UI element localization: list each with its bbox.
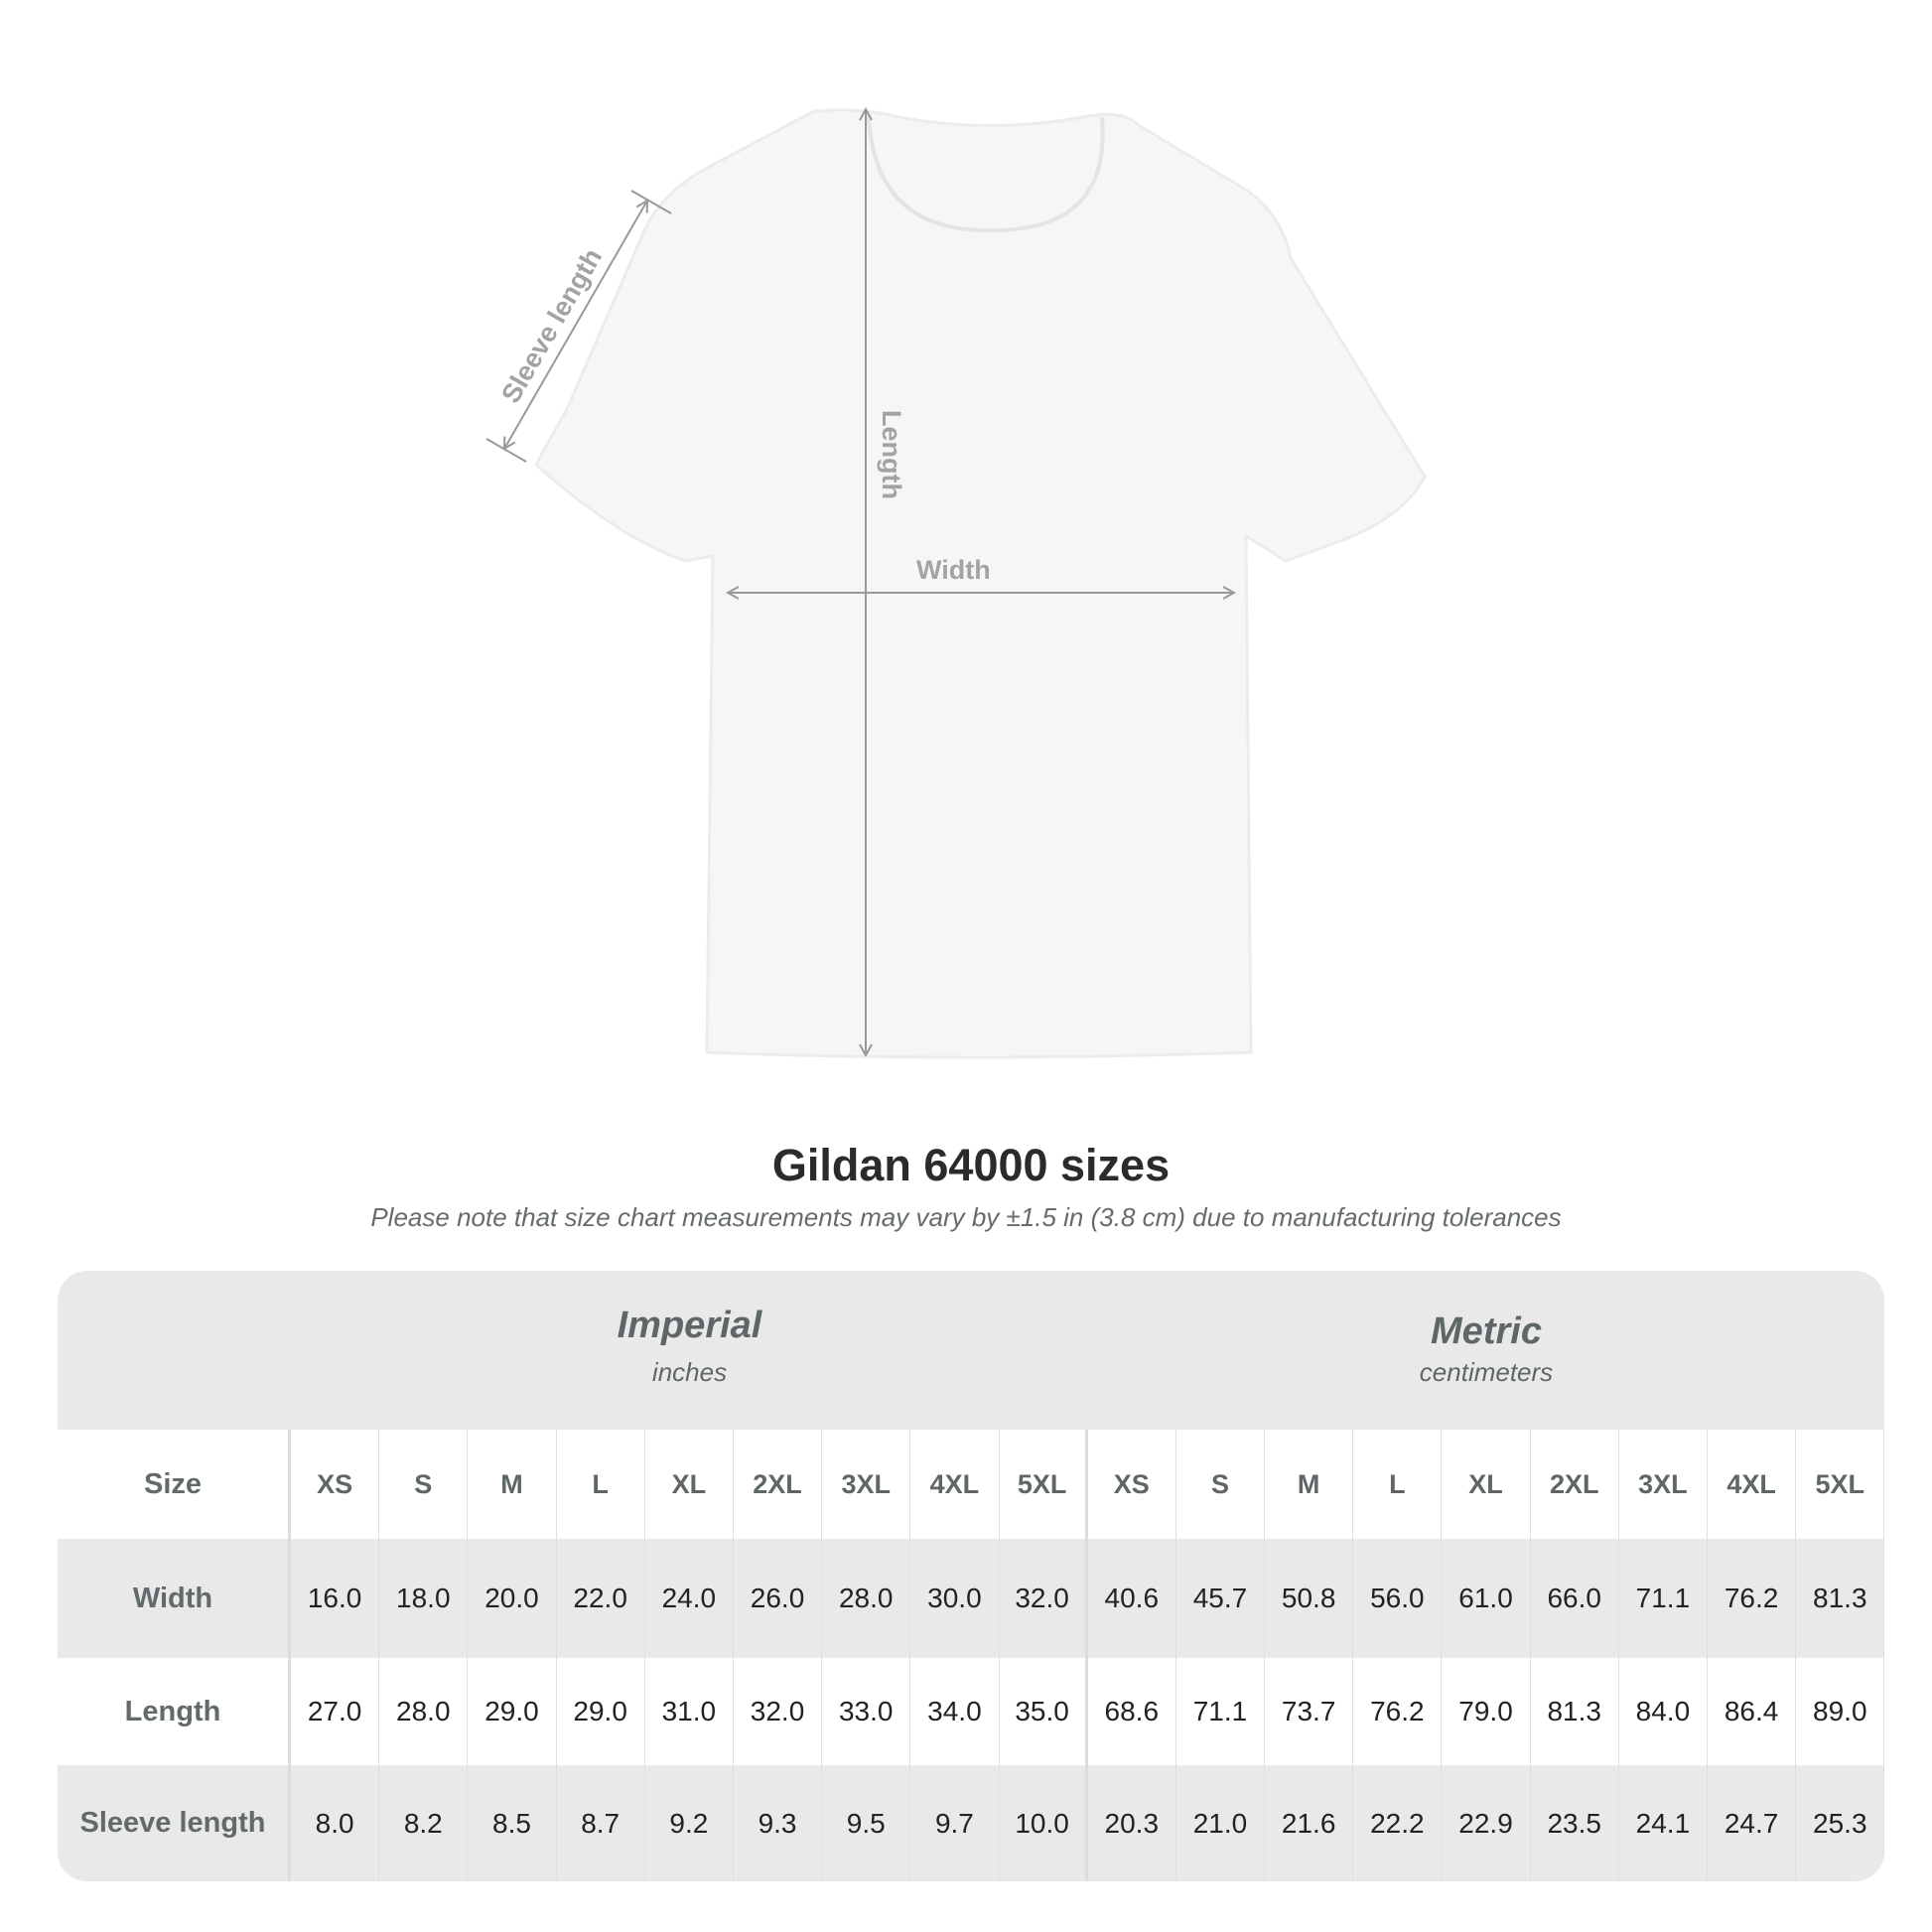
value-cell: 8.5 <box>468 1765 557 1881</box>
row-label: Size <box>58 1430 291 1539</box>
value-cell: 28.0 <box>379 1658 469 1765</box>
value-cell: 40.6 <box>1088 1539 1176 1658</box>
value-cell: 9.5 <box>822 1765 911 1881</box>
value-cell: 56.0 <box>1353 1539 1443 1658</box>
value-cell: 22.0 <box>557 1539 645 1658</box>
value-cell: 21.6 <box>1265 1765 1354 1881</box>
value-cell: 29.0 <box>557 1658 645 1765</box>
value-cell: 32.0 <box>1000 1539 1088 1658</box>
value-cell: 28.0 <box>822 1539 911 1658</box>
metric-header: Metric centimeters <box>1088 1271 1884 1430</box>
row-label: Length <box>58 1658 291 1765</box>
value-cell: 18.0 <box>379 1539 469 1658</box>
value-cell: 27.0 <box>291 1658 380 1765</box>
value-cell: 10.0 <box>1000 1765 1088 1881</box>
size-header-row: Size XS S M L XL 2XL 3XL 4XL 5XL XS S M L XL 2XL 3XL 4XL 5… <box>58 1430 1884 1539</box>
value-cell: 9.7 <box>910 1765 1000 1881</box>
size-header-cell: M <box>1265 1430 1354 1539</box>
value-cell: 73.7 <box>1265 1658 1354 1765</box>
length-label: Length <box>877 410 906 499</box>
value-cell: 35.0 <box>1000 1658 1088 1765</box>
value-cell: 89.0 <box>1796 1658 1884 1765</box>
value-cell: 8.7 <box>557 1765 645 1881</box>
value-cell: 9.2 <box>645 1765 734 1881</box>
value-cell: 66.0 <box>1531 1539 1619 1658</box>
value-cell: 8.2 <box>379 1765 469 1881</box>
value-cell: 20.0 <box>468 1539 557 1658</box>
system-header-band <box>58 1271 1884 1430</box>
value-cell: 23.5 <box>1531 1765 1619 1881</box>
value-cell: 24.1 <box>1619 1765 1708 1881</box>
imperial-header: Imperial inches <box>291 1271 1088 1430</box>
size-header-cell: XL <box>1442 1430 1531 1539</box>
value-cell: 16.0 <box>291 1539 380 1658</box>
value-cell: 68.6 <box>1088 1658 1176 1765</box>
value-cell: 20.3 <box>1088 1765 1176 1881</box>
value-cell: 33.0 <box>822 1658 911 1765</box>
value-cell: 32.0 <box>734 1658 823 1765</box>
size-header-cell: S <box>379 1430 469 1539</box>
size-header-cell: 2XL <box>1531 1430 1619 1539</box>
value-cell: 26.0 <box>734 1539 823 1658</box>
size-table: Imperial inches Metric centimeters Size X… <box>58 1271 1884 1881</box>
size-header-cell: S <box>1176 1430 1266 1539</box>
size-header-cell: L <box>557 1430 645 1539</box>
value-cell: 50.8 <box>1265 1539 1354 1658</box>
value-cell: 81.3 <box>1531 1658 1619 1765</box>
size-header-cell: L <box>1353 1430 1443 1539</box>
size-header-cell: 4XL <box>1708 1430 1797 1539</box>
value-cell: 24.7 <box>1708 1765 1797 1881</box>
size-header-cell: M <box>468 1430 557 1539</box>
size-header-cell: XS <box>1088 1430 1176 1539</box>
imperial-unit: inches <box>651 1357 728 1387</box>
value-cell: 45.7 <box>1176 1539 1266 1658</box>
value-cell: 30.0 <box>910 1539 1000 1658</box>
size-header-cell: XS <box>291 1430 380 1539</box>
tolerance-note: Please note that size chart measurements… <box>370 1202 1562 1232</box>
value-cell: 84.0 <box>1619 1658 1708 1765</box>
value-cell: 79.0 <box>1442 1658 1531 1765</box>
sleeve-arrow <box>504 201 647 449</box>
value-cell: 71.1 <box>1619 1539 1708 1658</box>
tshirt-shape <box>534 108 1427 1059</box>
value-cell: 24.0 <box>645 1539 734 1658</box>
value-cell: 71.1 <box>1176 1658 1266 1765</box>
size-header-cell: 4XL <box>910 1430 1000 1539</box>
value-cell: 34.0 <box>910 1658 1000 1765</box>
page-title: Gildan 64000 sizes <box>771 1140 1171 1190</box>
value-cell: 8.0 <box>291 1765 380 1881</box>
value-cell: 31.0 <box>645 1658 734 1765</box>
value-cell: 61.0 <box>1442 1539 1531 1658</box>
value-cell: 21.0 <box>1176 1765 1266 1881</box>
row-label: Sleeve length <box>58 1765 291 1881</box>
size-header-cell: 3XL <box>1619 1430 1708 1539</box>
tshirt-diagram: Sleeve length Length Width <box>485 0 1427 1059</box>
value-cell: 76.2 <box>1708 1539 1797 1658</box>
table-row: Width 16.0 18.0 20.0 22.0 24.0 26.0 28.0 30.0 32.… <box>58 1539 1884 1658</box>
imperial-title: Imperial <box>617 1305 762 1346</box>
size-header-cell: 3XL <box>822 1430 911 1539</box>
metric-title: Metric <box>1431 1311 1542 1352</box>
metric-unit: centimeters <box>1419 1357 1554 1387</box>
value-cell: 25.3 <box>1796 1765 1884 1881</box>
size-header-cell: 5XL <box>1796 1430 1884 1539</box>
value-cell: 29.0 <box>468 1658 557 1765</box>
value-cell: 76.2 <box>1353 1658 1443 1765</box>
table-row: Sleeve length 8.0 8.2 8.5 8.7 9.2 9.3 9.5 9.7 10.… <box>58 1765 1884 1881</box>
neckline <box>867 113 1105 233</box>
row-label: Width <box>58 1539 291 1658</box>
width-label: Width <box>916 555 991 585</box>
size-header-cell: 5XL <box>1000 1430 1088 1539</box>
table-row: Length 27.0 28.0 29.0 29.0 31.0 32.0 33.0 34.0 35… <box>58 1658 1884 1765</box>
value-cell: 22.9 <box>1442 1765 1531 1881</box>
value-cell: 86.4 <box>1708 1658 1797 1765</box>
value-cell: 9.3 <box>734 1765 823 1881</box>
size-header-cell: XL <box>645 1430 734 1539</box>
size-header-cell: 2XL <box>734 1430 823 1539</box>
value-cell: 22.2 <box>1353 1765 1443 1881</box>
value-cell: 81.3 <box>1796 1539 1884 1658</box>
